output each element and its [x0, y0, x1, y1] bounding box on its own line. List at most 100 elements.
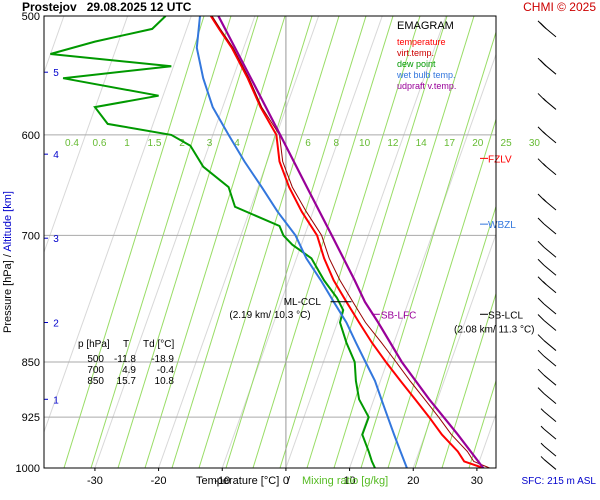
series-line-udpraftvtemp — [217, 16, 485, 468]
wind-barb-flag — [537, 334, 545, 341]
wind-barbs-group — [537, 20, 557, 470]
adiabat-line — [44, 16, 192, 434]
wind-barb — [537, 126, 557, 144]
x-tick-label: 20 — [407, 475, 419, 487]
mixing-ratio-line — [117, 16, 259, 468]
legend-entry: wet bulb temp. — [396, 70, 456, 80]
y-axis-label-altitude: Altitude [km] — [2, 191, 14, 252]
mixing-ratio-line — [441, 291, 496, 468]
adiabat-line — [94, 16, 256, 468]
wind-barb — [537, 387, 557, 405]
wind-barb-flag — [537, 314, 545, 321]
wind-barb-flag — [537, 240, 545, 248]
wind-barb — [537, 57, 557, 75]
pressure-tick-label: 1000 — [16, 463, 40, 475]
mixing-ratio-line — [171, 16, 313, 468]
surface-elevation-label: SFC: 215 m ASL — [522, 476, 597, 487]
mixing-ratio-line — [360, 30, 496, 468]
chart-title: EMAGRAM — [397, 20, 454, 32]
wind-barb-staff — [543, 223, 557, 235]
wind-barb-flag — [539, 59, 547, 67]
table-cell: -18.9 — [151, 354, 174, 365]
wind-barb-half-flag — [542, 97, 547, 102]
wind-barb-staff — [543, 303, 557, 315]
mixing-ratio-line — [144, 16, 286, 468]
wind-barb — [537, 297, 557, 315]
x-tick-label: -30 — [87, 475, 103, 487]
legend-entry: dew point — [397, 59, 436, 69]
wind-barb — [537, 334, 557, 351]
mixing-ratio-label: 12 — [387, 138, 399, 149]
wind-barb-flag — [537, 297, 545, 305]
series-group — [50, 16, 490, 468]
wind-barb-flag — [537, 387, 545, 395]
wind-barb-staff — [543, 445, 557, 457]
x-tick-label: 0 — [283, 475, 289, 487]
series-line-wetbulbtemp — [195, 16, 408, 468]
station-name: Prostejov — [22, 0, 77, 14]
wind-barb — [537, 193, 557, 211]
wind-barb — [537, 217, 557, 235]
x-tick-label: -20 — [151, 475, 167, 487]
wind-barb — [537, 368, 557, 386]
wind-barb-half-flag — [542, 131, 547, 136]
mixing-ratio-label: 0.6 — [93, 138, 107, 149]
wind-barb — [540, 408, 557, 423]
plot-area — [44, 16, 496, 468]
wind-barb-half-flag — [542, 281, 547, 285]
legend-entry: udpraft v.temp. — [397, 81, 456, 91]
adiabat-line — [541, 16, 600, 468]
y-axis-label: Pressure [hPa] / Altitude [km] — [2, 191, 14, 333]
wind-barb-staff — [543, 374, 557, 386]
adiabat-line — [349, 52, 496, 468]
table-cell: 500 — [87, 354, 104, 365]
mixing-ratio-line — [306, 16, 448, 468]
adiabat-line — [158, 16, 320, 468]
wind-barb-half-flag — [542, 163, 547, 167]
wind-barb-staff — [543, 393, 557, 405]
table-header-cell: T — [123, 339, 129, 350]
level-marker-label: FZLV — [488, 154, 512, 165]
observation-datetime: 29.08.2025 12 UTC — [86, 0, 192, 14]
mixing-ratio-line — [225, 16, 367, 468]
wind-barb — [537, 158, 557, 176]
level-marker-label: WBZL — [488, 220, 516, 231]
plot-border — [43, 15, 497, 469]
sb-lcl-detail: (2.08 km/ 11.3 °C) — [454, 324, 535, 335]
wind-barb-staff — [543, 411, 557, 423]
pressure-tick-label: 925 — [22, 412, 40, 424]
table-cell: 700 — [87, 365, 104, 376]
wind-barb-staff — [543, 246, 557, 258]
altitude-tick-label: 3 — [53, 234, 59, 245]
sb-lfc-label: SB-LFC — [381, 310, 417, 321]
mixing-ratio-label: 17 — [444, 138, 456, 149]
legend-entry: virt.temp. — [397, 48, 434, 58]
wind-barb-flag — [539, 22, 547, 30]
x-axis-label-separator: / — [287, 475, 291, 487]
wind-barb — [537, 276, 557, 294]
x-tick-label: 10 — [343, 475, 355, 487]
mixing-ratio-label: 1.5 — [148, 138, 162, 149]
wind-barb — [537, 93, 557, 110]
station-label: Prostejov 29.08.2025 12 UTC — [22, 0, 191, 14]
legend-entry: temperature — [397, 37, 446, 47]
altitude-tick-label: 1 — [53, 395, 59, 406]
table-cell: 10.8 — [155, 376, 175, 387]
wind-barb-flag — [537, 217, 545, 225]
table-cell: 15.7 — [117, 376, 137, 387]
series-line-virttemp — [211, 16, 490, 468]
wind-barb — [540, 442, 557, 457]
mixing-ratio-label: 3 — [207, 138, 213, 149]
table-cell: 850 — [87, 376, 104, 387]
mixing-ratio-label: 2 — [179, 138, 185, 149]
adiabat-line — [412, 232, 496, 468]
x-tick-label: -10 — [214, 475, 230, 487]
pressure-tick-label: 500 — [22, 11, 40, 23]
table-header-cell: p [hPa] — [78, 339, 110, 350]
wind-barb-half-flag — [540, 456, 545, 460]
adiabat-line — [44, 16, 129, 254]
mixing-ratio-label: 20 — [472, 138, 484, 149]
mixing-ratio-line — [198, 16, 340, 468]
adiabat-line — [285, 16, 447, 468]
